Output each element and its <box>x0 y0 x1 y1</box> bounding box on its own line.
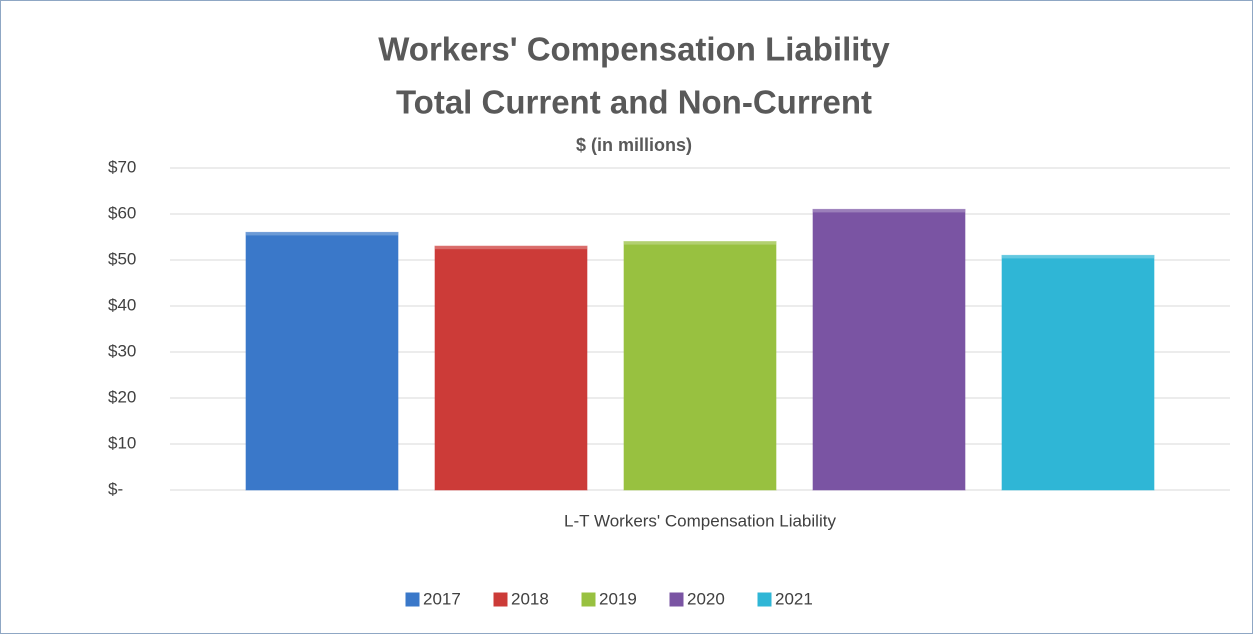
legend-label: 2018 <box>511 589 549 608</box>
legend-swatch <box>405 592 420 607</box>
bar-top <box>1002 255 1154 259</box>
chart-subtitle: $ (in millions) <box>576 135 692 155</box>
bar <box>1001 254 1155 491</box>
legend-label: 2020 <box>687 589 725 608</box>
bar <box>623 241 777 491</box>
legend-swatch <box>669 592 684 607</box>
y-tick-label: $50 <box>108 249 136 268</box>
legend-label: 2019 <box>599 589 637 608</box>
x-tick-label: L-T Workers' Compensation Liability <box>564 511 836 530</box>
chart-title: Workers' Compensation Liability <box>378 31 890 68</box>
legend-label: 2021 <box>775 589 813 608</box>
y-tick-label: $30 <box>108 341 136 360</box>
legend-swatch <box>581 592 596 607</box>
chart-title: Total Current and Non-Current <box>396 84 872 121</box>
bar <box>434 245 588 491</box>
bar <box>245 231 399 491</box>
y-tick-label: $60 <box>108 203 136 222</box>
legend-swatch <box>757 592 772 607</box>
y-tick-label: $70 <box>108 157 136 176</box>
y-tick-label: $10 <box>108 433 136 452</box>
bar-top <box>813 209 965 213</box>
bar-top <box>435 246 587 250</box>
legend-swatch <box>493 592 508 607</box>
bar-top <box>246 232 398 236</box>
legend-label: 2017 <box>423 589 461 608</box>
y-tick-label: $40 <box>108 295 136 314</box>
y-tick-label: $20 <box>108 387 136 406</box>
y-tick-label: $- <box>108 479 123 498</box>
bar-top <box>624 241 776 245</box>
bar <box>812 208 966 491</box>
